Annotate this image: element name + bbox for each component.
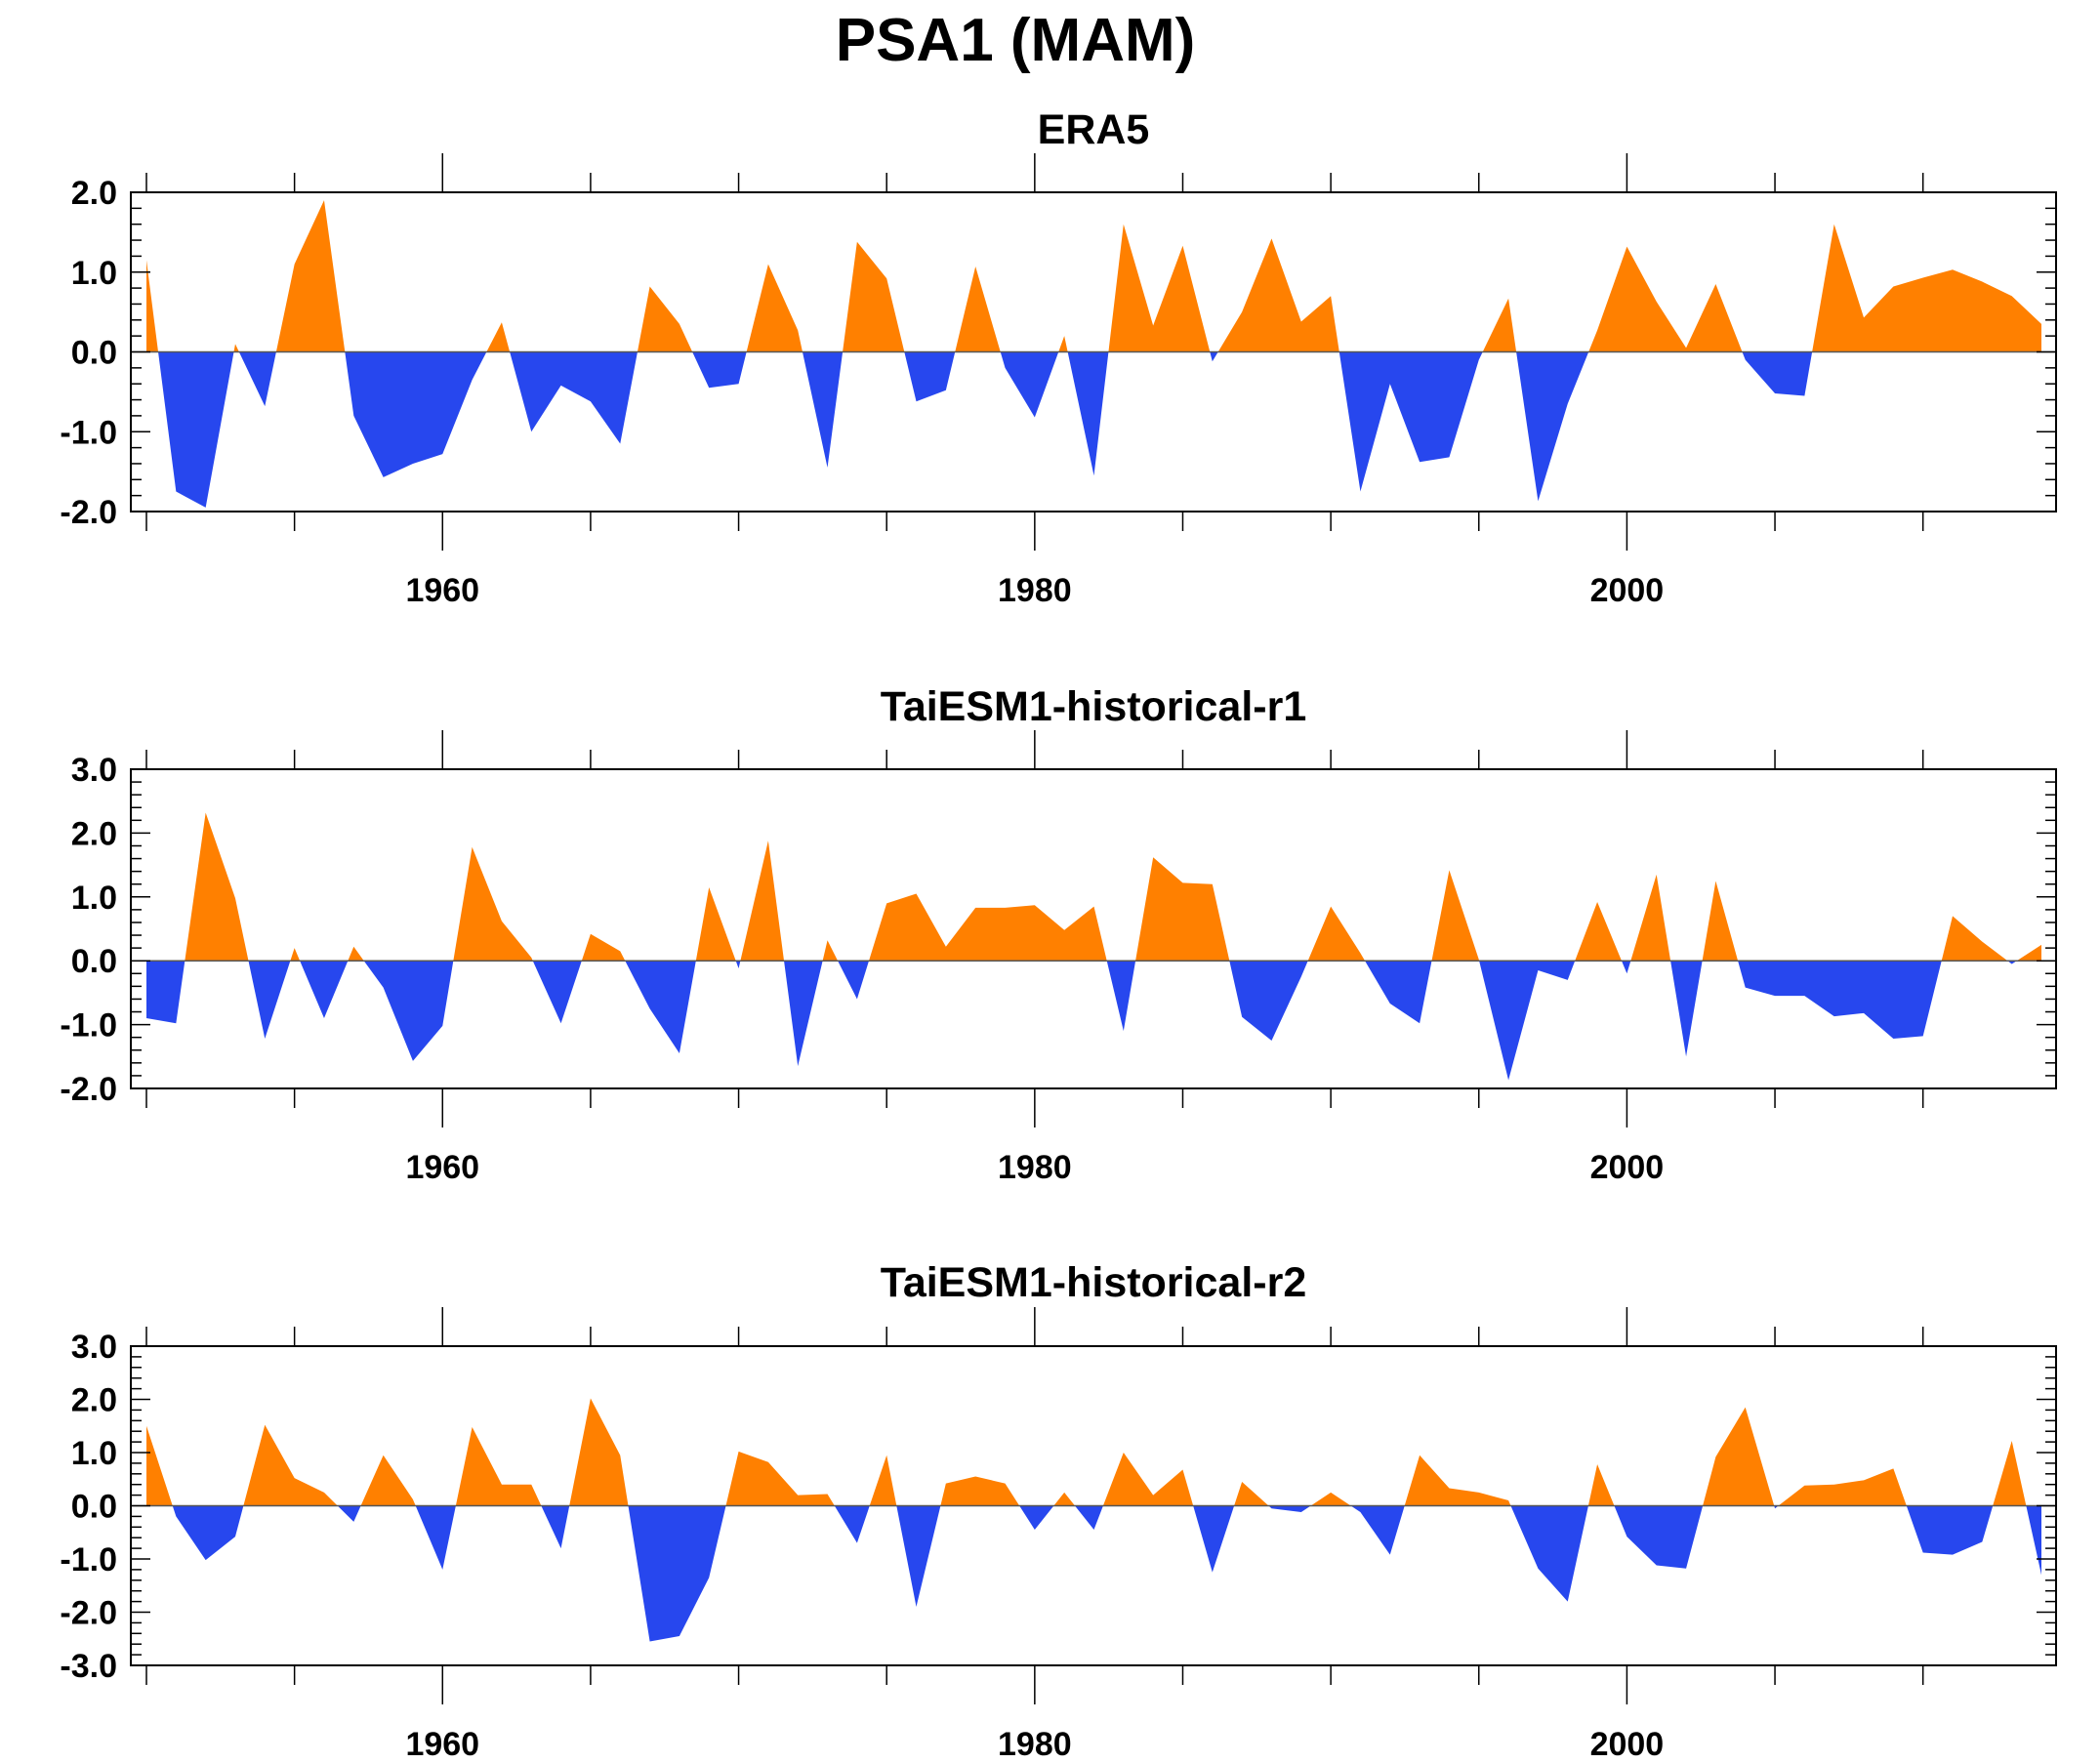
y-tick-label: 0.0 xyxy=(71,943,117,980)
y-tick-label: 3.0 xyxy=(71,1329,117,1366)
y-tick-label: -2.0 xyxy=(60,1595,117,1632)
x-tick-label: 2000 xyxy=(1590,572,1665,609)
y-tick-label: -3.0 xyxy=(60,1648,117,1685)
figure-title: PSA1 (MAM) xyxy=(836,7,1196,74)
negative-anomaly-area xyxy=(146,961,2041,1081)
y-tick-label: 2.0 xyxy=(71,175,117,212)
negative-anomaly-area xyxy=(146,351,2041,508)
area-fills xyxy=(146,200,2041,508)
x-tick-label: 1980 xyxy=(998,1149,1072,1186)
x-tick-label: 1960 xyxy=(405,572,479,609)
x-tick-label: 2000 xyxy=(1590,1726,1665,1763)
positive-anomaly-area xyxy=(146,1398,2041,1506)
y-tick-label: 0.0 xyxy=(71,335,117,372)
y-tick-label: -1.0 xyxy=(60,1007,117,1045)
axes-frame: 3.0 2.0 1.0 0.0 -1.0 -2.0 -3.0 1960 1980 2000 xyxy=(60,1307,2057,1763)
plot-border xyxy=(130,768,2057,1089)
y-tick-label: -1.0 xyxy=(60,1541,117,1578)
panel-taiesm1-r2: TaiESM1-historical-r2 3.0 2.0 1.0 0.0 -1.0 -2… xyxy=(60,1259,2057,1763)
y-tick-label: 1.0 xyxy=(71,255,117,292)
axes-frame: 2.0 1.0 0.0 -1.0 -2.0 1960 1980 2000 xyxy=(60,153,2057,609)
panel-taiesm1-r1: TaiESM1-historical-r1 3.0 2.0 1.0 0.0 -1.0 -2… xyxy=(60,683,2057,1186)
y-tick-label: -2.0 xyxy=(60,1071,117,1108)
y-tick-label: 1.0 xyxy=(71,1435,117,1472)
x-tick-label: 1980 xyxy=(998,572,1072,609)
x-tick-label: 1980 xyxy=(998,1726,1072,1763)
positive-anomaly-area xyxy=(146,200,2041,352)
axes-frame: 3.0 2.0 1.0 0.0 -1.0 -2.0 1960 1980 2000 xyxy=(60,730,2057,1186)
y-tick-label: 0.0 xyxy=(71,1489,117,1526)
y-tick-label: 2.0 xyxy=(71,1382,117,1419)
y-tick-label: -1.0 xyxy=(60,414,117,451)
y-tick-label: 1.0 xyxy=(71,880,117,917)
area-fills xyxy=(146,1398,2041,1642)
area-fills xyxy=(146,812,2041,1081)
x-tick-label: 1960 xyxy=(405,1149,479,1186)
x-tick-label: 1960 xyxy=(405,1726,479,1763)
y-tick-label: 3.0 xyxy=(71,752,117,789)
panel-title: TaiESM1-historical-r2 xyxy=(881,1259,1307,1306)
y-tick-label: -2.0 xyxy=(60,494,117,531)
positive-anomaly-area xyxy=(146,812,2041,962)
panel-title: TaiESM1-historical-r1 xyxy=(881,683,1307,730)
panel-title: ERA5 xyxy=(1038,106,1150,153)
y-tick-label: 2.0 xyxy=(71,815,117,852)
x-tick-label: 2000 xyxy=(1590,1149,1665,1186)
negative-anomaly-area xyxy=(146,1505,2041,1642)
panel-era5: ERA5 2.0 1.0 0.0 -1.0 -2.0 1960 1980 2000 xyxy=(60,106,2057,609)
